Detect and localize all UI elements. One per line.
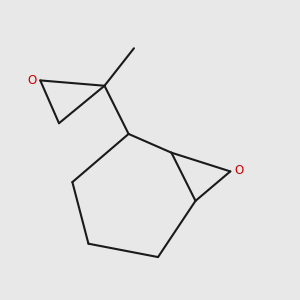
Text: O: O <box>235 164 244 177</box>
Text: O: O <box>28 74 37 87</box>
